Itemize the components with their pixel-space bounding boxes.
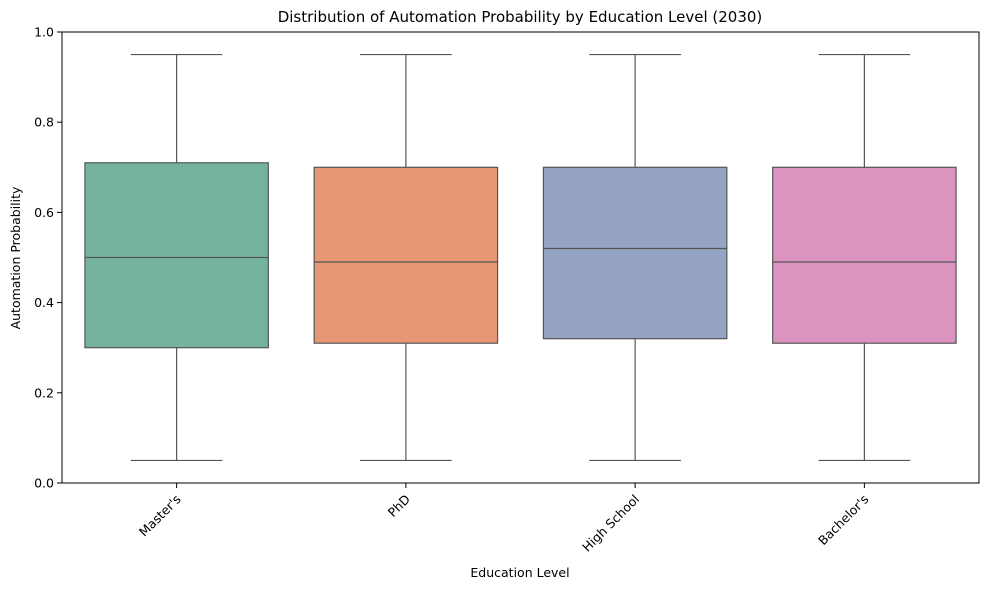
x-tick-label: PhD: [385, 492, 413, 520]
chart-title: Distribution of Automation Probability b…: [278, 8, 763, 26]
y-tick-label: 0.6: [34, 205, 54, 220]
box-group: [313, 53, 499, 462]
iqr-box: [772, 166, 957, 344]
y-tick-label: 0.4: [34, 295, 54, 310]
box-group: [84, 53, 269, 462]
plot-area: [84, 53, 957, 462]
iqr-box: [84, 162, 269, 349]
box-group: [542, 53, 728, 462]
y-tick-label: 0.0: [34, 476, 54, 491]
y-tick-label: 1.0: [34, 25, 54, 40]
y-tick-label: 0.2: [34, 385, 54, 400]
iqr-box: [542, 166, 728, 340]
x-tick-label: Bachelor's: [815, 492, 872, 549]
y-tick-label: 0.8: [34, 115, 54, 130]
iqr-box: [313, 166, 499, 344]
box-group: [772, 53, 957, 462]
x-tick-label: High School: [579, 492, 642, 555]
plot-frame: [61, 31, 980, 484]
x-axis-label: Education Level: [470, 565, 569, 580]
y-axis: 0.0 0.2 0.4 0.6 0.8 1.0: [34, 25, 62, 491]
x-tick-label: Master's: [136, 492, 184, 540]
x-axis: Master's PhD High School Bachelor's: [136, 483, 872, 555]
y-axis-label: Automation Probability: [8, 186, 23, 329]
